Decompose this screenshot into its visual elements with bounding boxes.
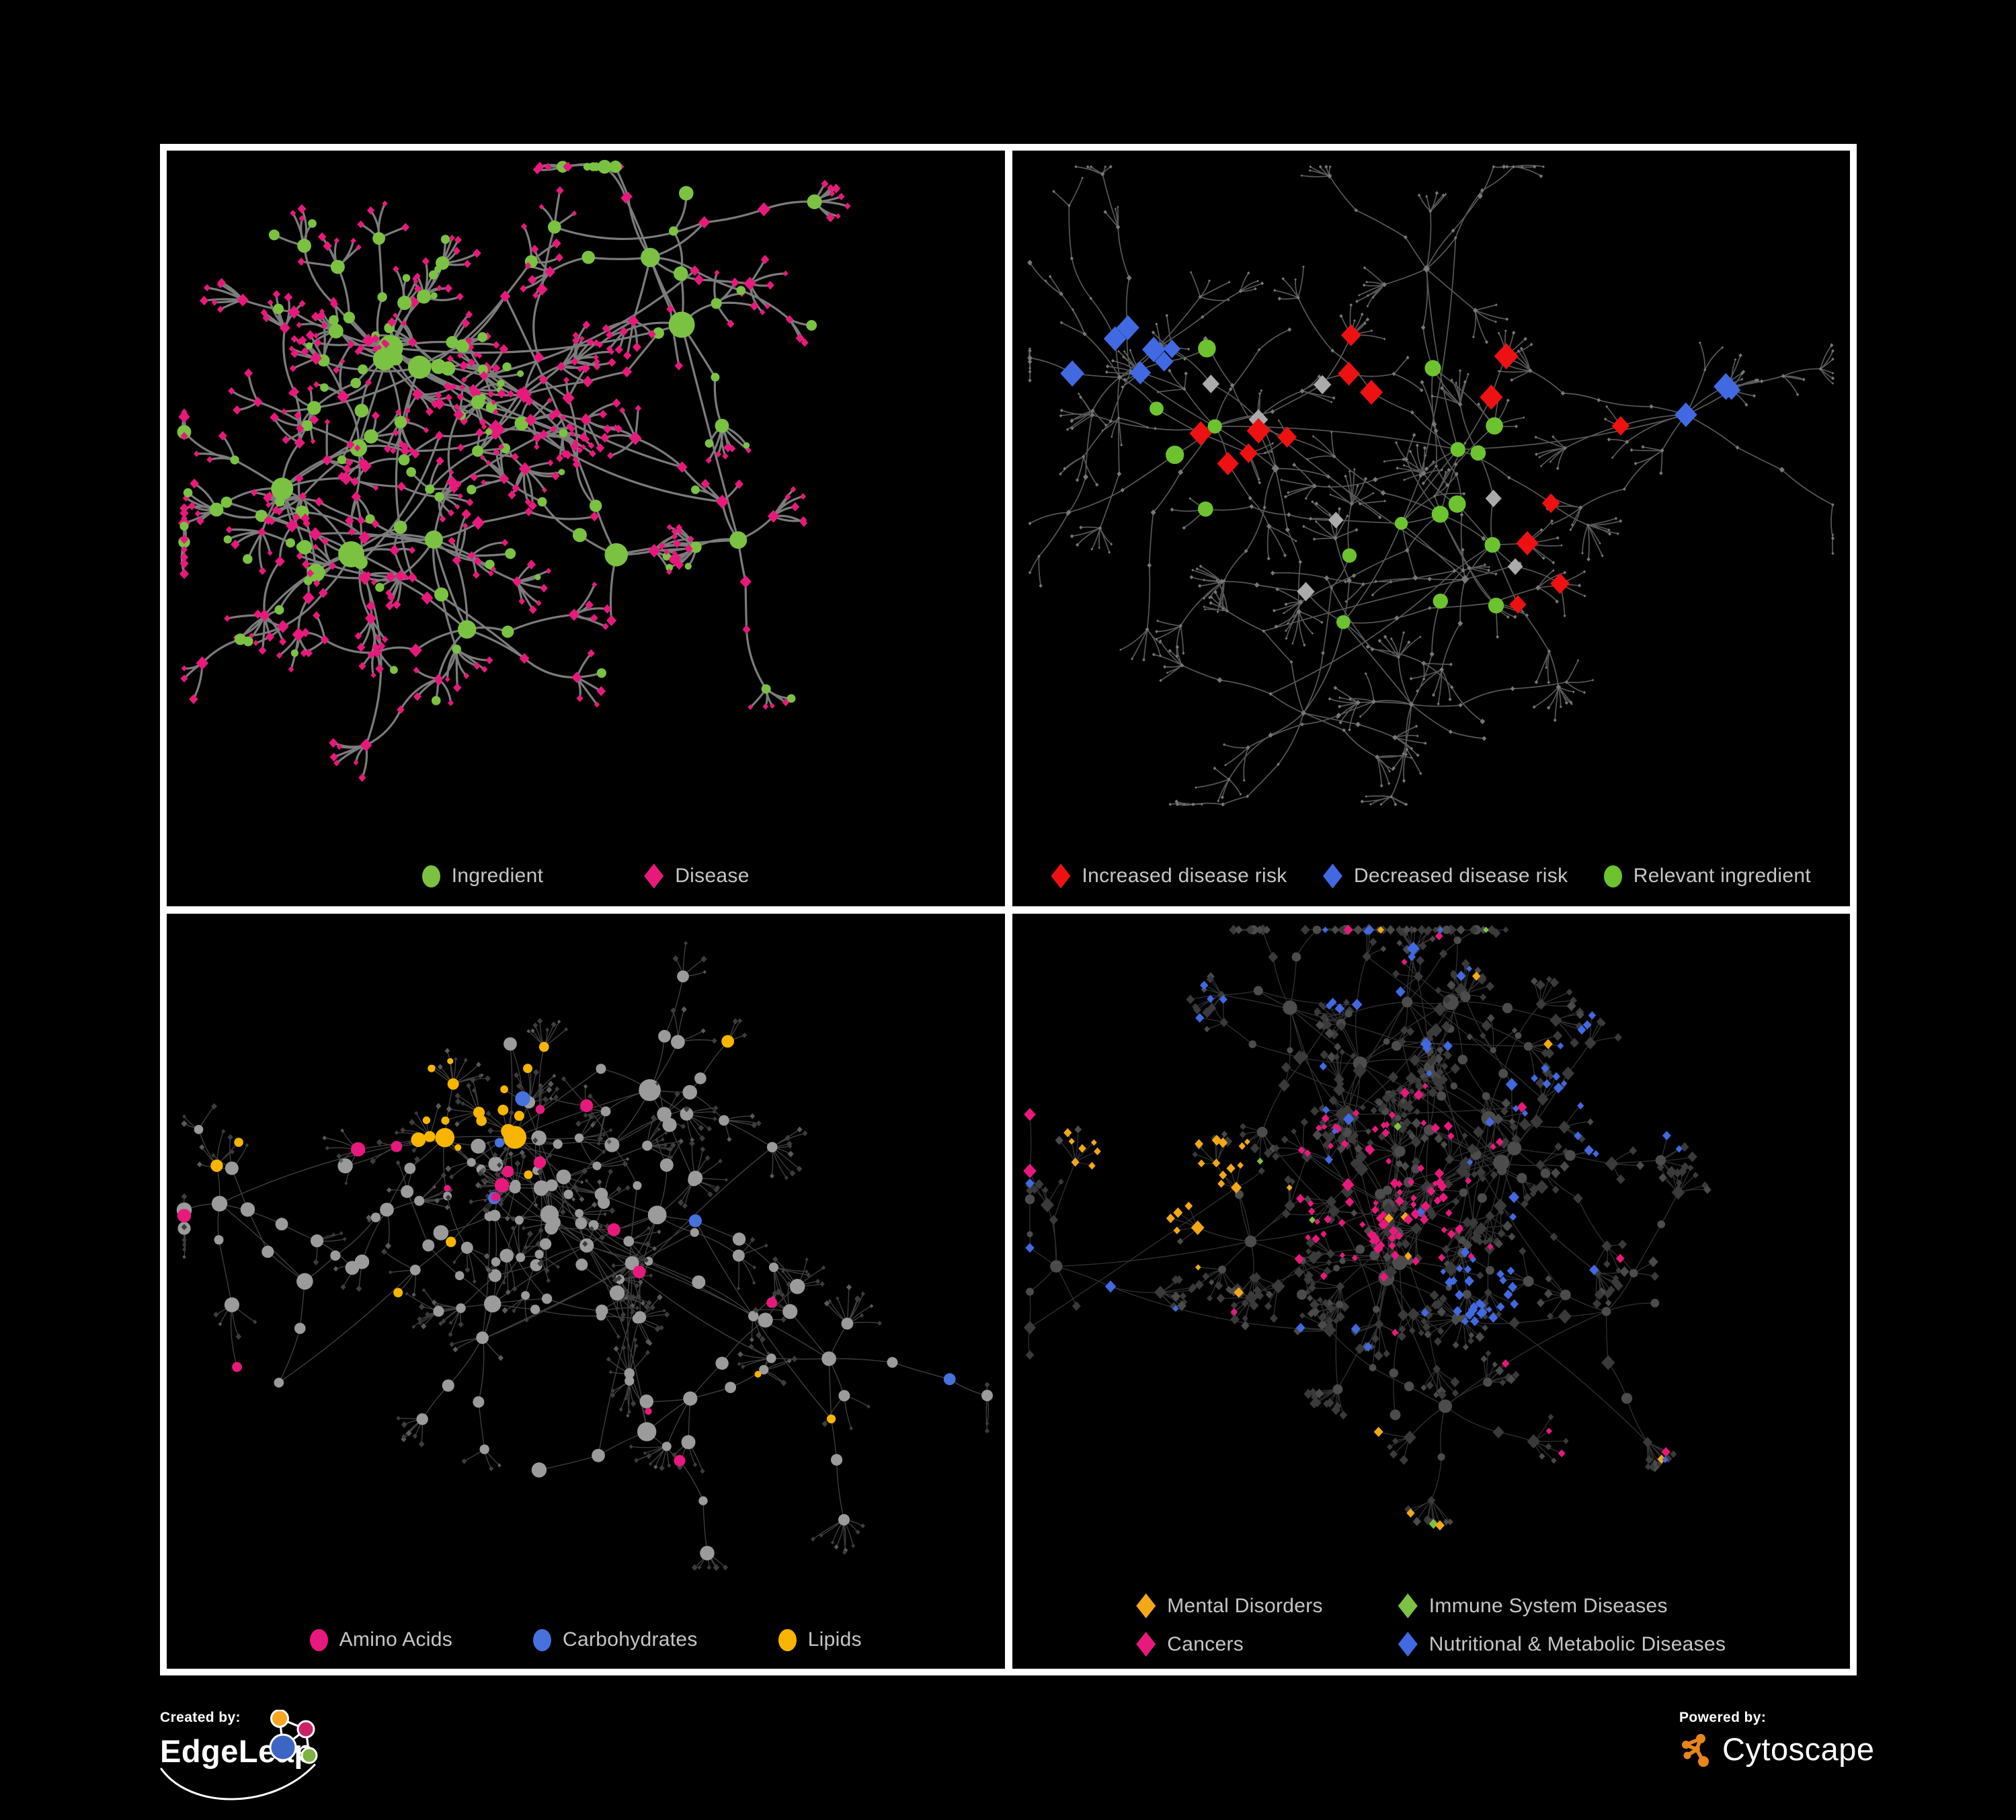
increased-risk-diamond-icon <box>1051 863 1071 889</box>
carbohydrates-circle-icon <box>533 1628 551 1651</box>
disease-risk-legend: Increased disease risk Decreased disease… <box>1012 863 1851 889</box>
legend-label: Decreased disease risk <box>1353 865 1568 887</box>
legend-label: Lipids <box>807 1628 862 1651</box>
metabolic-diseases-diamond-icon <box>1398 1632 1418 1657</box>
immune-diseases-diamond-icon <box>1398 1593 1418 1618</box>
legend-item-metabolic-diseases: Nutritional & Metabolic Diseases <box>1398 1632 1726 1657</box>
panel-ingredient-disease: Ingredient Disease <box>167 151 1005 906</box>
legend-label: Cancers <box>1167 1632 1244 1655</box>
ingredient-disease-network-graph <box>177 159 851 782</box>
legend-item-mental-disorders: Mental Disorders <box>1136 1593 1323 1618</box>
mental-disorders-diamond-icon <box>1136 1593 1156 1618</box>
legend-label: Disease <box>675 865 750 887</box>
panel-ingredient-classes: Amino Acids Carbohydrates Lipids <box>167 913 1005 1669</box>
ingredient-classes-legend: Amino Acids Carbohydrates Lipids <box>167 1628 1005 1651</box>
legend-label: Carbohydrates <box>563 1628 698 1651</box>
legend-label: Ingredient <box>451 865 544 887</box>
cytoscape-credit: Powered by: Cytoscape <box>1679 1710 1988 1790</box>
amino-acids-circle-icon <box>309 1628 328 1651</box>
panel-disease-risk: Increased disease risk Decreased disease… <box>1012 151 1851 906</box>
ingredient-circle-icon <box>421 865 440 887</box>
legend-label: Amino Acids <box>339 1628 452 1651</box>
decreased-risk-diamond-icon <box>1322 863 1342 889</box>
legend-label: Immune System Diseases <box>1428 1594 1668 1617</box>
legend-item-increased-risk: Increased disease risk <box>1051 863 1287 889</box>
legend-item-immune-diseases: Immune System Diseases <box>1398 1593 1668 1618</box>
disease-diamond-icon <box>644 863 664 889</box>
legend-item-disease: Disease <box>644 863 750 889</box>
lipids-circle-icon <box>778 1628 797 1651</box>
cytoscape-wordmark: Cytoscape <box>1722 1731 1875 1767</box>
relevant-ingredient-circle-icon <box>1603 865 1622 887</box>
legend-item-ingredient: Ingredient <box>421 865 544 887</box>
disease-classes-network-graph <box>1022 923 1711 1530</box>
edgeleap-wordmark: EdgeLeap <box>160 1733 314 1769</box>
legend-item-lipids: Lipids <box>778 1628 862 1651</box>
panel-grid: Ingredient Disease Increased disease ris… <box>160 144 1857 1675</box>
cytoscape-icon <box>1682 1734 1709 1767</box>
legend-item-carbohydrates: Carbohydrates <box>533 1628 698 1651</box>
created-by-label: Created by: <box>160 1710 241 1725</box>
legend-label: Increased disease risk <box>1082 865 1287 887</box>
legend-label: Nutritional & Metabolic Diseases <box>1428 1632 1726 1655</box>
legend-label: Mental Disorders <box>1167 1594 1323 1617</box>
cancers-diamond-icon <box>1136 1632 1156 1657</box>
panel-disease-classes: Mental Disorders Immune System Diseases … <box>1012 913 1851 1669</box>
legend-item-relevant-ingredient: Relevant ingredient <box>1603 865 1811 887</box>
ingredient-classes-network-graph <box>176 941 993 1571</box>
disease-risk-network-graph <box>1026 164 1834 807</box>
ingredient-disease-legend: Ingredient Disease <box>167 863 1005 889</box>
powered-by-label: Powered by: <box>1679 1710 1767 1725</box>
disease-classes-legend: Mental Disorders Immune System Diseases … <box>1012 1593 1851 1657</box>
legend-item-amino-acids: Amino Acids <box>309 1628 452 1651</box>
legend-item-decreased-risk: Decreased disease risk <box>1322 863 1568 889</box>
legend-item-cancers: Cancers <box>1136 1632 1244 1657</box>
edgeleap-credit: Created by: EdgeLeap <box>160 1710 341 1817</box>
legend-label: Relevant ingredient <box>1633 865 1811 887</box>
